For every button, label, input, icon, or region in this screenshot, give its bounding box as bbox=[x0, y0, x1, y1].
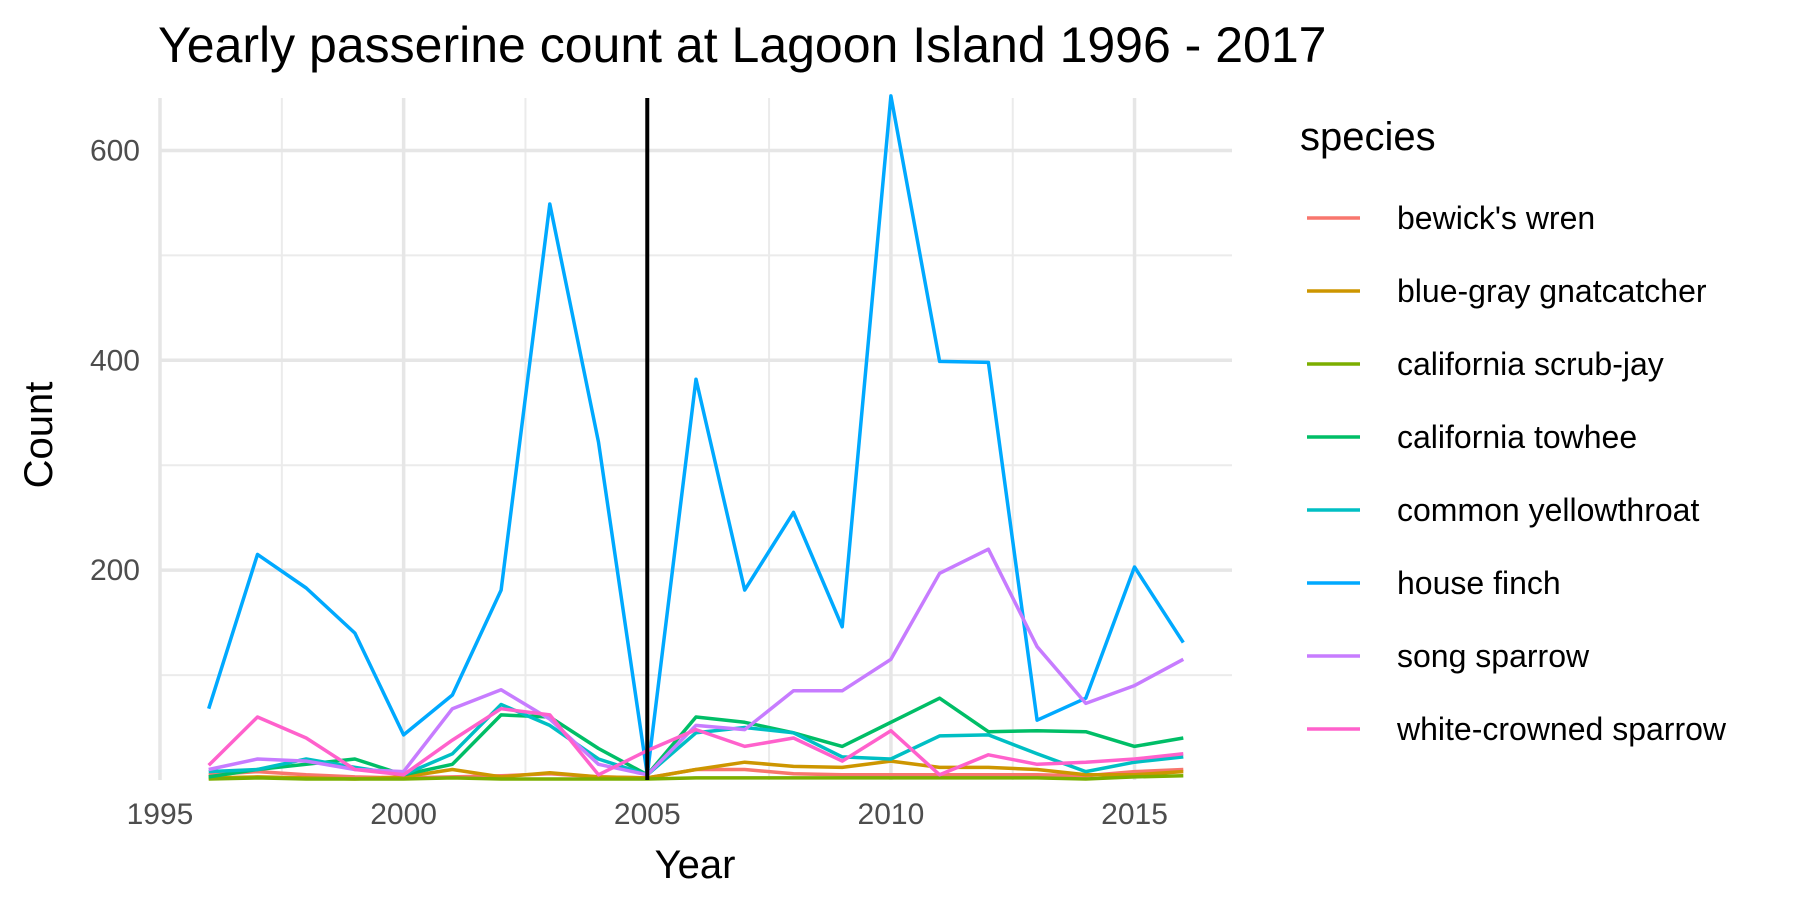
x-tick-labels: 1995 2000 2005 2010 2015 bbox=[127, 798, 1168, 831]
x-tick-label: 2005 bbox=[614, 798, 681, 831]
x-axis-title: Year bbox=[655, 843, 736, 887]
series-layer bbox=[207, 94, 1185, 781]
x-tick-label: 2000 bbox=[370, 798, 437, 831]
legend-label: house finch bbox=[1397, 565, 1561, 601]
legend-item-house-finch: house finch bbox=[1307, 565, 1561, 601]
y-tick-label: 200 bbox=[90, 554, 140, 587]
legend-title: species bbox=[1300, 115, 1436, 159]
grid-minor bbox=[160, 98, 1232, 780]
legend-label: bewick's wren bbox=[1397, 200, 1595, 236]
legend-item-song-sparrow: song sparrow bbox=[1307, 638, 1590, 674]
series-line-song-sparrow bbox=[208, 547, 1185, 777]
y-tick-labels: 200 400 600 bbox=[90, 134, 140, 587]
legend-item-white-crowned-sparrow: white-crowned sparrow bbox=[1307, 711, 1727, 747]
grid-major bbox=[158, 98, 1232, 780]
legend-item-california-towhee: california towhee bbox=[1307, 419, 1637, 455]
legend-items: bewick's wren blue-gray gnatcatcher califo… bbox=[1307, 200, 1727, 747]
legend-label: white-crowned sparrow bbox=[1396, 711, 1727, 747]
y-tick-label: 400 bbox=[90, 344, 140, 377]
legend-item-blue-gray-gnatcatcher: blue-gray gnatcatcher bbox=[1307, 273, 1707, 309]
legend-label: california scrub-jay bbox=[1397, 346, 1664, 382]
legend-label: california towhee bbox=[1397, 419, 1637, 455]
legend-label: common yellowthroat bbox=[1397, 492, 1699, 528]
x-tick-label: 2010 bbox=[858, 798, 925, 831]
series-line-california-towhee bbox=[208, 696, 1184, 779]
legend-label: blue-gray gnatcatcher bbox=[1397, 273, 1707, 309]
legend-label: song sparrow bbox=[1397, 638, 1590, 674]
series-line-california-scrub-jay bbox=[208, 774, 1184, 781]
legend-item-common-yellowthroat: common yellowthroat bbox=[1307, 492, 1699, 528]
y-tick-label: 600 bbox=[90, 134, 140, 167]
legend-item-bewick-s-wren: bewick's wren bbox=[1307, 200, 1595, 236]
series-line-white-crowned-sparrow bbox=[207, 706, 1184, 777]
legend-item-california-scrub-jay: california scrub-jay bbox=[1307, 346, 1664, 382]
x-tick-label: 2015 bbox=[1101, 798, 1168, 831]
y-axis-title: Count bbox=[17, 382, 61, 489]
chart-title: Yearly passerine count at Lagoon Island … bbox=[158, 17, 1326, 73]
x-tick-label: 1995 bbox=[127, 798, 194, 831]
legend: species bewick's wren blue-gray gnatcatch… bbox=[1300, 115, 1727, 747]
series-line-house-finch bbox=[207, 94, 1185, 777]
